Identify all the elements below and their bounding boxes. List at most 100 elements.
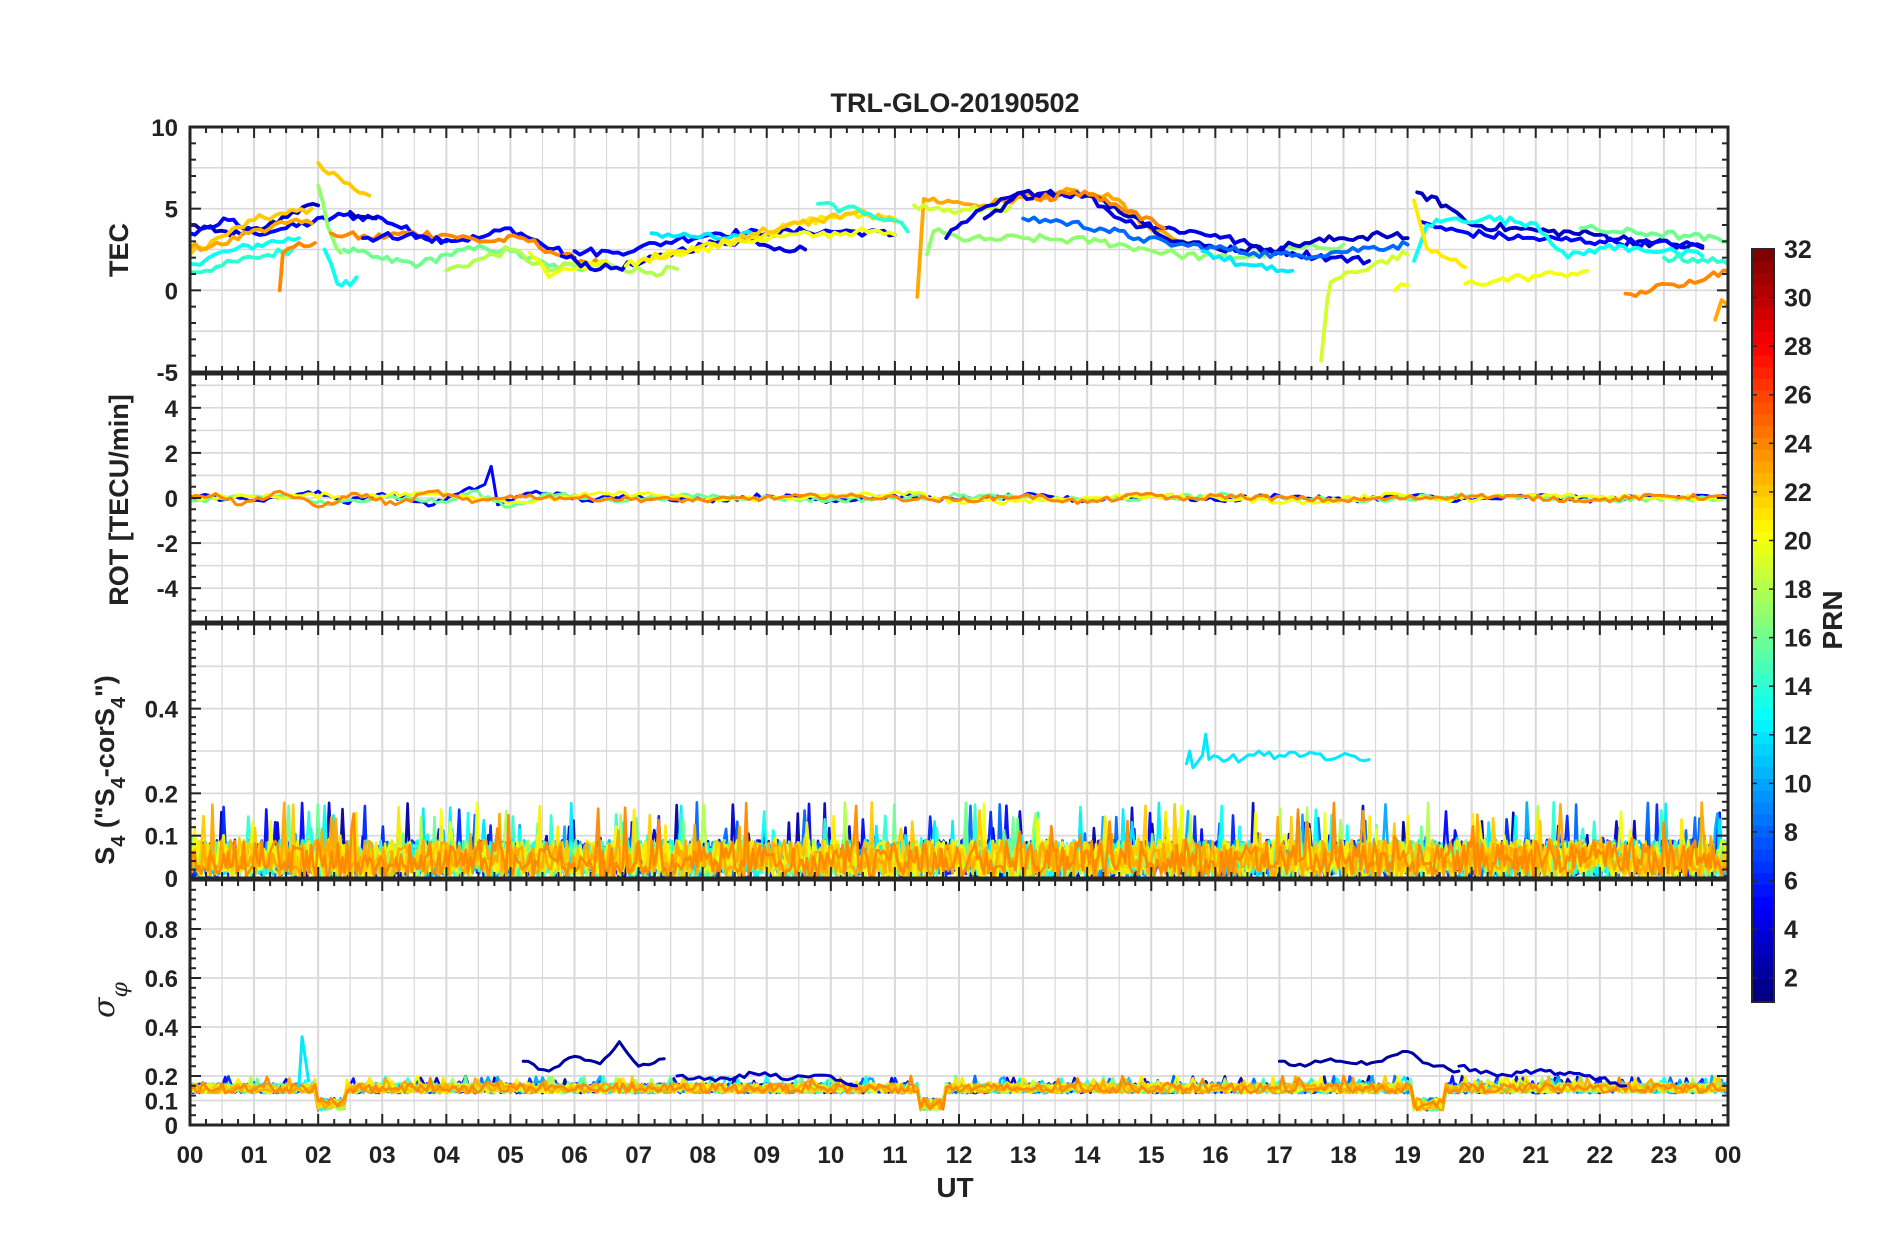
series-line-prn-3 <box>1457 1063 1627 1088</box>
series-line-prn-24 <box>277 241 317 293</box>
colorbar-swatch <box>1752 543 1774 556</box>
series-line-prn-20 <box>1392 282 1410 293</box>
y-axis-label-part: 4 <box>108 776 130 788</box>
colorbar-swatch <box>1752 413 1774 427</box>
colorbar-swatch <box>1752 472 1774 485</box>
x-tick-label: 01 <box>241 1142 268 1169</box>
y-tick-label: -2 <box>157 531 178 558</box>
series-line-prn-18 <box>444 245 679 278</box>
x-tick-label: 09 <box>753 1142 780 1169</box>
colorbar-swatch <box>1752 896 1774 909</box>
series-line-prn-3 <box>348 210 378 221</box>
colorbar-swatch <box>1752 507 1774 521</box>
series-line-prn-14 <box>816 200 910 234</box>
colorbar-label: PRN <box>1817 590 1848 649</box>
y-axis-label: σφ <box>87 981 133 1017</box>
y-tick-label: 0.4 <box>145 1015 179 1042</box>
colorbar-tick-label: 10 <box>1784 770 1812 798</box>
colorbar-swatch <box>1752 284 1774 297</box>
colorbar-swatch <box>1752 425 1774 438</box>
colorbar-swatch <box>1752 307 1774 321</box>
colorbar-swatch <box>1752 437 1774 450</box>
series-line-prn-16 <box>341 243 590 272</box>
series-line-prn-8 <box>1021 215 1410 261</box>
colorbar-swatch <box>1752 460 1774 474</box>
y-axis-label: TEC <box>104 223 134 277</box>
x-tick-label: 16 <box>1202 1142 1229 1169</box>
y-tick-label: 0.8 <box>145 917 178 944</box>
y-axis-label: S4 ("S4-corS4") <box>90 675 130 865</box>
y-tick-label: 0.1 <box>145 824 178 851</box>
colorbar-swatch <box>1752 449 1774 462</box>
y-axis-label: ROT [TECU/min] <box>104 394 134 605</box>
colorbar-tick-label: 32 <box>1784 236 1812 264</box>
colorbar-swatch <box>1752 296 1774 309</box>
colorbar-swatch <box>1752 272 1774 285</box>
series-line-prn-2 <box>1277 1050 1461 1074</box>
x-tick-label: 06 <box>561 1142 588 1169</box>
series-line-prn-14 <box>1662 252 1728 267</box>
colorbar-frame <box>1751 248 1775 1003</box>
y-tick-label: 0.6 <box>145 966 178 993</box>
y-axis-label-part: S <box>90 847 120 865</box>
colorbar-swatch <box>1752 649 1774 662</box>
series-line-prn-24 <box>190 489 1728 509</box>
y-tick-label: -4 <box>157 576 179 603</box>
colorbar-swatch <box>1752 707 1774 721</box>
x-tick-label: 07 <box>625 1142 652 1169</box>
series-line-prn-23 <box>1713 298 1728 322</box>
series-line-prn-23 <box>190 217 314 252</box>
colorbar-swatch <box>1752 872 1774 885</box>
x-tick-label: 10 <box>817 1142 844 1169</box>
colorbar-tick-label: 2 <box>1784 965 1798 993</box>
y-axis-label-part: -corS <box>90 708 120 777</box>
series-line-prn-3 <box>675 1070 858 1088</box>
y-tick-label: 0.4 <box>145 697 179 724</box>
colorbar-swatch <box>1752 978 1774 991</box>
colorbar-swatch <box>1752 790 1774 803</box>
colorbar-swatch <box>1752 354 1774 368</box>
colorbar-tick-label: 12 <box>1784 722 1812 750</box>
colorbar-swatch <box>1752 743 1774 756</box>
colorbar-tick-label: 26 <box>1784 382 1812 410</box>
colorbar-swatch <box>1752 731 1774 744</box>
series-line-prn-20 <box>1463 268 1589 287</box>
colorbar-swatch <box>1752 496 1774 509</box>
colorbar-swatch <box>1752 801 1774 815</box>
colorbar-swatch <box>1752 754 1774 768</box>
panel-data <box>190 464 1728 509</box>
series-line-prn-20 <box>623 226 897 268</box>
colorbar-tick-label: 28 <box>1784 333 1812 361</box>
colorbar-swatch <box>1752 825 1774 838</box>
colorbar-tick-label: 16 <box>1784 625 1812 653</box>
colorbar-swatch <box>1752 719 1774 732</box>
noise-trace-prn-23 <box>190 1075 1728 1112</box>
panel-tec: -5 0 5 10 TEC <box>104 115 1730 387</box>
x-tick-label: 14 <box>1074 1142 1101 1169</box>
colorbar-tick-label: 30 <box>1784 285 1812 313</box>
chart-title: TRL-GLO-20190502 <box>830 88 1079 118</box>
colorbar-tick-label: 8 <box>1784 819 1798 847</box>
x-tick-label: 00 <box>1715 1142 1742 1169</box>
colorbar-swatch <box>1752 837 1774 850</box>
colorbar-swatch <box>1752 601 1774 615</box>
series-line-prn-13 <box>322 247 359 288</box>
series-line-prn-22 <box>190 206 314 257</box>
x-tick-label: 12 <box>946 1142 973 1169</box>
series-line-prn-19 <box>912 202 1013 215</box>
y-axis-label-part: ") <box>90 675 120 697</box>
panel-data <box>190 161 1728 363</box>
y-axis-label-part: σ <box>87 996 122 1018</box>
colorbar-swatch <box>1752 484 1774 497</box>
x-tick-label: 03 <box>369 1142 396 1169</box>
colorbar-swatch <box>1752 401 1774 415</box>
y-axis-label-part: φ <box>108 981 133 997</box>
y-tick-label: 0 <box>165 278 178 305</box>
noise-trace-prn-23 <box>190 801 1728 878</box>
colorbar-tick-label: 14 <box>1784 673 1812 701</box>
x-tick-labels: 00 01 02 03 04 05 06 07 08 09 10 11 12 13 14 15 16 17 18 19… <box>177 1142 1742 1169</box>
colorbar-swatch <box>1752 778 1774 791</box>
colorbar-swatch <box>1752 696 1774 709</box>
x-tick-label: 00 <box>177 1142 204 1169</box>
